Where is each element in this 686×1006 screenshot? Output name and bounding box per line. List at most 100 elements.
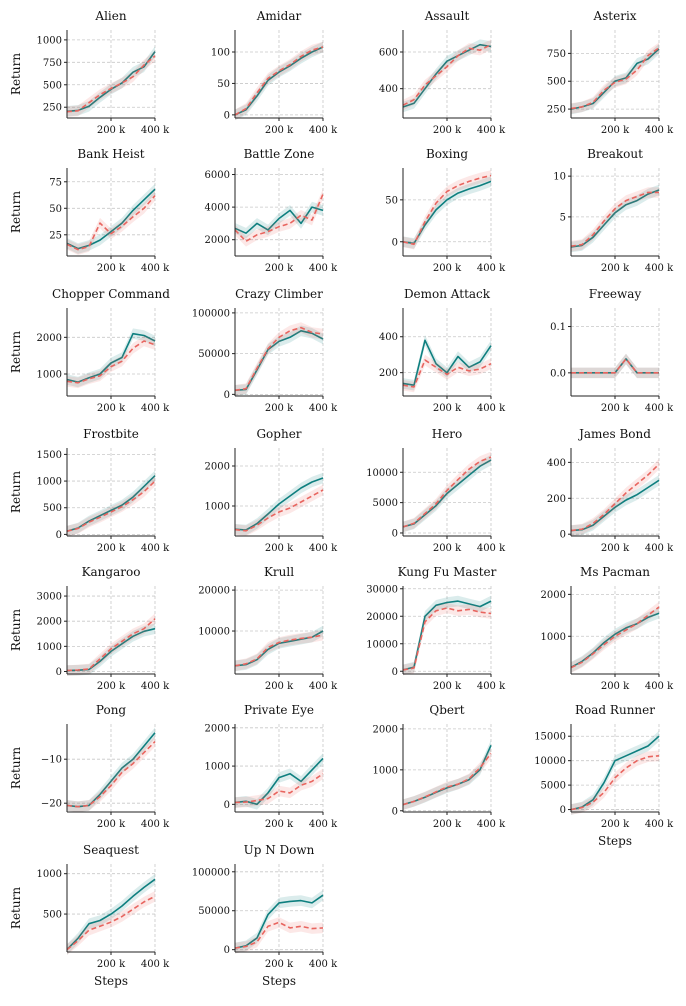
subplot-title: Assault — [424, 9, 470, 23]
confidence-band-method_a — [235, 41, 323, 121]
x-tick-label: 400 k — [141, 819, 170, 830]
confidence-band-method_b — [235, 188, 323, 247]
x-tick-label: 400 k — [477, 543, 506, 554]
series-line-method_a — [402, 600, 492, 671]
x-tick-label: 400 k — [141, 681, 170, 692]
y-tick-label: 2000 — [205, 462, 230, 473]
subplot-kangaroo: 0 1000 2000 3000 200 k 400 k Kangaroo Return — [9, 565, 170, 692]
subplot-title: Alien — [94, 9, 126, 23]
subplot-title: Krull — [264, 565, 294, 579]
x-tick-label: 200 k — [97, 403, 126, 414]
x-tick-label: 200 k — [601, 681, 630, 692]
x-tick-label: 200 k — [97, 819, 126, 830]
y-tick-label: 10000 — [366, 639, 398, 650]
x-tick-label: 200 k — [265, 959, 294, 970]
y-tick-label: 1000 — [37, 35, 62, 46]
x-tick-label: 400 k — [645, 819, 674, 830]
confidence-band-method_a — [403, 740, 491, 810]
series-line-method_b — [66, 741, 156, 808]
subplot-boxing: 0 50 200 k 400 k Boxing — [385, 147, 506, 274]
y-tick-label: 500 — [547, 77, 566, 88]
x-tick-label: 400 k — [309, 681, 338, 692]
x-tick-label: 400 k — [477, 263, 506, 274]
subplot-asterix: 250 500 750 200 k 400 k Asterix — [547, 9, 674, 136]
y-axis-label: Return — [9, 191, 23, 233]
x-tick-label: 400 k — [645, 403, 674, 414]
y-tick-label: 50000 — [198, 906, 230, 917]
confidence-band-method_a — [67, 46, 155, 117]
series-line-method_b — [66, 340, 156, 384]
x-axis-label: Steps — [598, 834, 632, 848]
y-tick-label: 200 — [547, 494, 566, 505]
series-line-method_b — [402, 607, 492, 671]
subplot-title: Kung Fu Master — [398, 565, 497, 579]
confidence-band-method_b — [571, 601, 659, 673]
series-line-method_a — [402, 43, 492, 108]
y-tick-label: −10 — [41, 755, 62, 766]
subplot-chopper-command: 1000 2000 200 k 400 k Chopper Command Return — [9, 287, 170, 414]
x-tick-label: 200 k — [433, 543, 462, 554]
subplot-ms-pacman: 1000 2000 200 k 400 k Ms Pacman — [541, 565, 675, 692]
confidence-band-method_a — [571, 43, 659, 115]
series-line-method_a — [234, 894, 324, 949]
y-tick-label: 750 — [547, 49, 566, 60]
confidence-band-method_b — [403, 451, 491, 533]
y-tick-label: 100000 — [192, 867, 230, 878]
series-line-method_b — [570, 606, 660, 669]
y-tick-label: 0.1 — [550, 322, 566, 333]
y-axis-label: Return — [9, 53, 23, 95]
subplot-title: Seaquest — [83, 843, 139, 857]
x-tick-label: 200 k — [601, 263, 630, 274]
series-line-method_a — [402, 339, 492, 387]
confidence-band-method_b — [67, 335, 155, 389]
y-tick-label: 1000 — [37, 869, 62, 880]
y-tick-label: 250 — [43, 103, 62, 114]
subplot-frostbite: 0 500 1000 1500 200 k 400 k Frostbite Return — [9, 427, 170, 554]
y-tick-label: 0 — [560, 530, 566, 541]
subplot-title: James Bond — [577, 427, 651, 441]
y-tick-label: 600 — [379, 48, 398, 59]
y-tick-label: 1000 — [37, 477, 62, 488]
y-tick-label: 500 — [43, 910, 62, 921]
series-line-method_b — [234, 326, 324, 392]
x-tick-label: 200 k — [265, 125, 294, 136]
subplot-title: Crazy Climber — [235, 287, 323, 301]
series-line-method_a — [402, 744, 492, 806]
x-tick-label: 400 k — [141, 959, 170, 970]
confidence-band-method_b — [235, 917, 323, 954]
confidence-band-method_a — [235, 201, 323, 239]
subplot-title: Boxing — [426, 147, 468, 161]
y-tick-label: 10000 — [366, 468, 398, 479]
subplot-battle-zone: 2000 4000 6000 200 k 400 k Battle Zone — [205, 147, 339, 274]
x-tick-label: 200 k — [265, 403, 294, 414]
y-tick-label: 1000 — [205, 502, 230, 513]
y-tick-label: 2000 — [205, 235, 230, 246]
subplot-gopher: 1000 2000 200 k 400 k Gopher — [205, 427, 339, 554]
y-tick-label: 0 — [392, 528, 398, 539]
y-tick-label: 20000 — [366, 612, 398, 623]
subplot-private-eye: 0 1000 2000 200 k 400 k Private Eye — [205, 703, 339, 830]
subplot-assault: 400 600 200 k 400 k Assault — [379, 9, 506, 136]
x-tick-label: 200 k — [97, 263, 126, 274]
subplot-title: Private Eye — [244, 703, 314, 717]
series-line-method_b — [402, 456, 492, 528]
series-line-method_a — [570, 479, 660, 532]
x-tick-label: 200 k — [265, 819, 294, 830]
x-tick-label: 200 k — [433, 263, 462, 274]
subplot-title: Freeway — [589, 287, 642, 301]
confidence-band-method_b — [403, 39, 491, 111]
subplot-title: Kangaroo — [82, 565, 141, 579]
y-tick-label: 0 — [224, 800, 230, 811]
y-tick-label: 50000 — [198, 349, 230, 360]
subplot-kung-fu-master: 0 10000 20000 30000 200 k 400 k Kung Fu Master — [366, 565, 506, 692]
subplot-crazy-climber: 0 50000 100000 200 k 400 k Crazy Climber — [192, 287, 338, 414]
series-line-method_a — [66, 188, 156, 250]
x-tick-label: 200 k — [601, 403, 630, 414]
subplot-title: Amidar — [256, 9, 302, 23]
x-tick-label: 400 k — [645, 263, 674, 274]
x-tick-label: 400 k — [645, 543, 674, 554]
series-line-method_b — [402, 174, 492, 246]
series-line-method_a — [234, 757, 324, 806]
subplot-title: Chopper Command — [52, 287, 170, 301]
